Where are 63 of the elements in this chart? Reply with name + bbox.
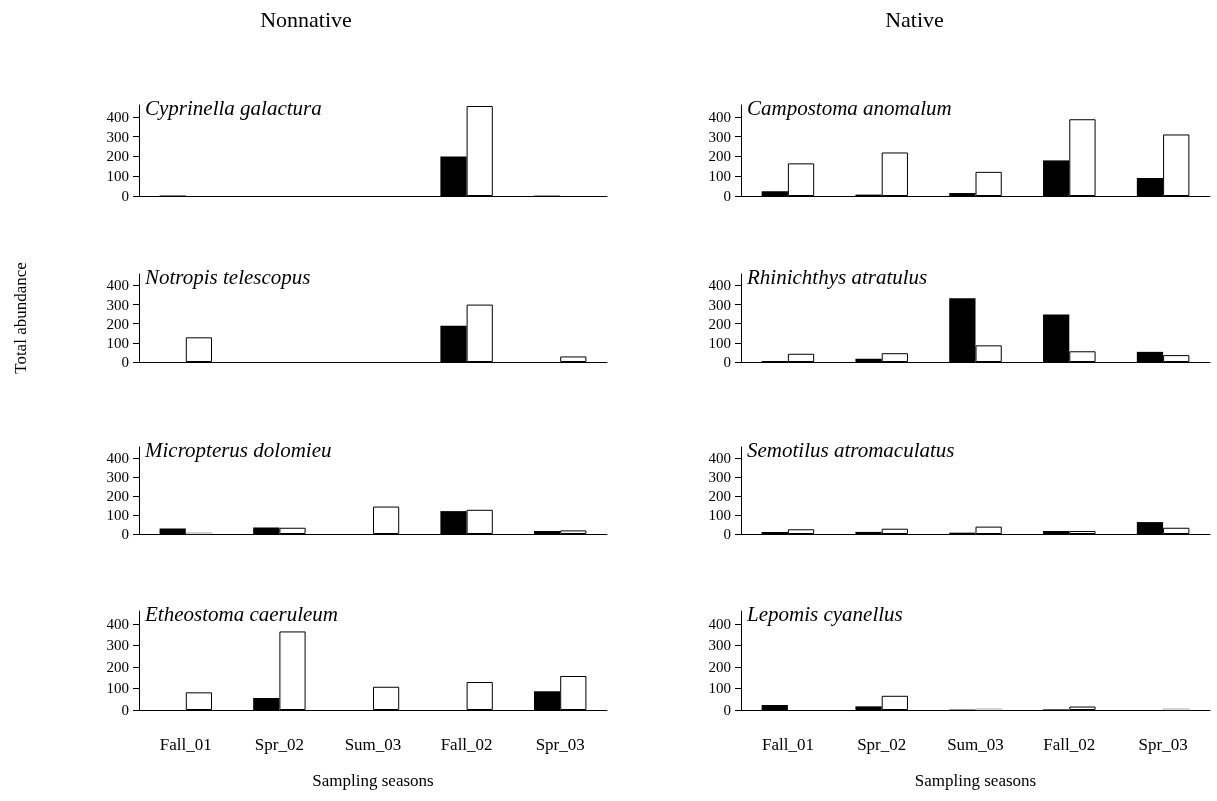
y-tick-label: 200 <box>106 488 129 505</box>
y-tick-label: 100 <box>106 680 129 697</box>
y-tick-label: 300 <box>106 637 129 654</box>
y-tick-label: 400 <box>708 615 731 632</box>
annotation: Cyprinella galactura <box>145 95 322 120</box>
y-tick-label: 0 <box>121 526 129 542</box>
y-tick-label: 400 <box>106 450 129 467</box>
x-tick-label: Fall_02 <box>1043 735 1096 754</box>
y-tick-label: 0 <box>723 702 731 718</box>
y-tick-label: 400 <box>106 277 129 294</box>
chart-title: Nonnative <box>260 6 352 32</box>
y-tick-label: 100 <box>106 168 129 185</box>
y-tick-label: 200 <box>708 148 731 165</box>
x-tick-label: Spr_02 <box>857 735 907 754</box>
y-tick-label: 0 <box>121 188 129 204</box>
y-tick-label: 300 <box>708 469 731 486</box>
y-axis-title: Total abundance <box>11 262 30 374</box>
y-tick-label: 400 <box>708 450 731 467</box>
y-tick-label: 300 <box>708 128 731 145</box>
y-tick-label: 300 <box>708 637 731 654</box>
annotation: Notropis telescopus <box>144 264 311 289</box>
y-tick-label: 400 <box>106 615 129 632</box>
y-tick-label: 400 <box>708 277 731 294</box>
x-tick-label: Sum_03 <box>947 735 1004 754</box>
y-tick-label: 200 <box>106 148 129 165</box>
annotation: Lepomis cyanellus <box>746 601 903 626</box>
y-tick-label: 300 <box>106 469 129 486</box>
y-tick-label: 300 <box>708 296 731 313</box>
y-tick-label: 0 <box>723 526 731 542</box>
x-tick-label: Fall_01 <box>159 735 212 754</box>
y-tick-label: 300 <box>106 296 129 313</box>
y-tick-label: 300 <box>106 128 129 145</box>
x-axis-title: Sampling seasons <box>914 771 1037 790</box>
y-tick-label: 0 <box>121 702 129 718</box>
y-tick-label: 0 <box>121 354 129 370</box>
y-tick-label: 200 <box>106 315 129 332</box>
x-axis-title: Sampling seasons <box>312 771 434 790</box>
x-tick-label: Spr_03 <box>1138 735 1188 754</box>
y-tick-label: 100 <box>106 507 129 524</box>
y-tick-label: 100 <box>708 334 731 351</box>
y-tick-label: 400 <box>708 108 731 125</box>
y-tick-label: 100 <box>708 507 731 524</box>
y-tick-label: 0 <box>723 354 731 370</box>
y-tick-label: 100 <box>708 168 731 185</box>
annotation: Etheostoma caeruleum <box>144 601 339 626</box>
y-tick-label: 200 <box>708 658 731 675</box>
annotation: Campostoma anomalum <box>747 95 952 120</box>
annotation: Semotilus atromaculatus <box>747 437 955 462</box>
y-tick-label: 200 <box>708 315 731 332</box>
chart-title: Native <box>885 6 944 32</box>
x-tick-label: Sum_03 <box>344 735 402 754</box>
x-tick-label: Spr_03 <box>535 735 585 754</box>
x-tick-label: Fall_02 <box>440 735 493 754</box>
y-tick-label: 200 <box>708 488 731 505</box>
y-tick-label: 200 <box>106 658 129 675</box>
x-tick-label: Fall_01 <box>761 735 814 754</box>
x-tick-label: Spr_02 <box>254 735 304 754</box>
annotation: Rhinichthys atratulus <box>746 264 928 289</box>
y-tick-label: 400 <box>106 108 129 125</box>
annotation: Micropterus dolomieu <box>144 437 332 462</box>
y-tick-label: 0 <box>723 188 731 204</box>
y-tick-label: 100 <box>106 334 129 351</box>
y-tick-label: 100 <box>708 680 731 697</box>
